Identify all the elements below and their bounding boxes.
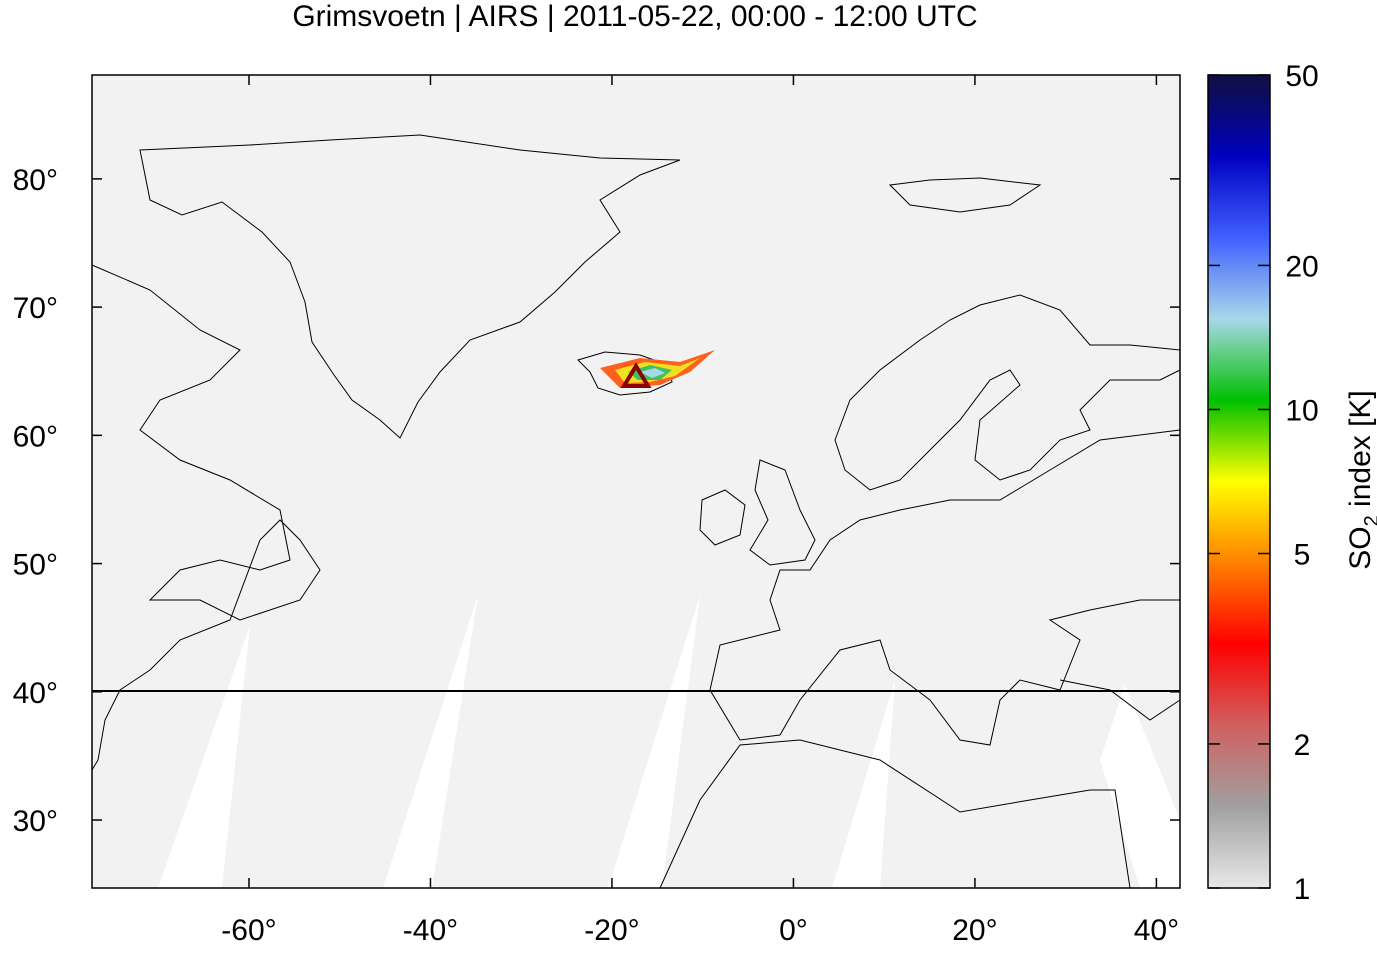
map-title: Grimsvoetn | AIRS | 2011-05-22, 00:00 - … bbox=[292, 0, 977, 33]
swath-gaps bbox=[158, 595, 1180, 888]
x-tick-label: -60° bbox=[221, 914, 276, 947]
x-tick-label: 20° bbox=[952, 914, 997, 947]
colorbar-tick-label: 10 bbox=[1285, 394, 1318, 427]
colorbar-label-rest: index [K] bbox=[1344, 390, 1377, 515]
x-tick-label: -40° bbox=[403, 914, 458, 947]
map-background bbox=[92, 75, 1180, 888]
colorbar-tick-label: 50 bbox=[1285, 60, 1318, 93]
colorbar-tick-label: 20 bbox=[1285, 250, 1318, 283]
y-tick-label: 70° bbox=[13, 292, 58, 325]
colorbar-tick-label: 1 bbox=[1294, 873, 1311, 906]
colorbar-label-subscript: 2 bbox=[1361, 515, 1377, 526]
volcano-marker bbox=[620, 362, 652, 388]
colorbar bbox=[1207, 74, 1271, 889]
colorbar-label-main: SO bbox=[1344, 526, 1377, 569]
y-tick-label: 60° bbox=[13, 420, 58, 453]
y-tick-label: 80° bbox=[13, 164, 58, 197]
colorbar-tick-label: 5 bbox=[1294, 539, 1311, 572]
map-frame bbox=[91, 74, 1181, 889]
y-tick-label: 30° bbox=[13, 805, 58, 838]
x-tick-label: 0° bbox=[779, 914, 808, 947]
colorbar-label: SO2 index [K] bbox=[1344, 390, 1377, 570]
so2-plume bbox=[600, 350, 715, 388]
y-tick-label: 50° bbox=[13, 549, 58, 582]
y-tick-label: 40° bbox=[13, 677, 58, 710]
colorbar-tick-label: 2 bbox=[1294, 729, 1311, 762]
x-tick-label: 40° bbox=[1134, 914, 1179, 947]
x-tick-label: -20° bbox=[584, 914, 639, 947]
